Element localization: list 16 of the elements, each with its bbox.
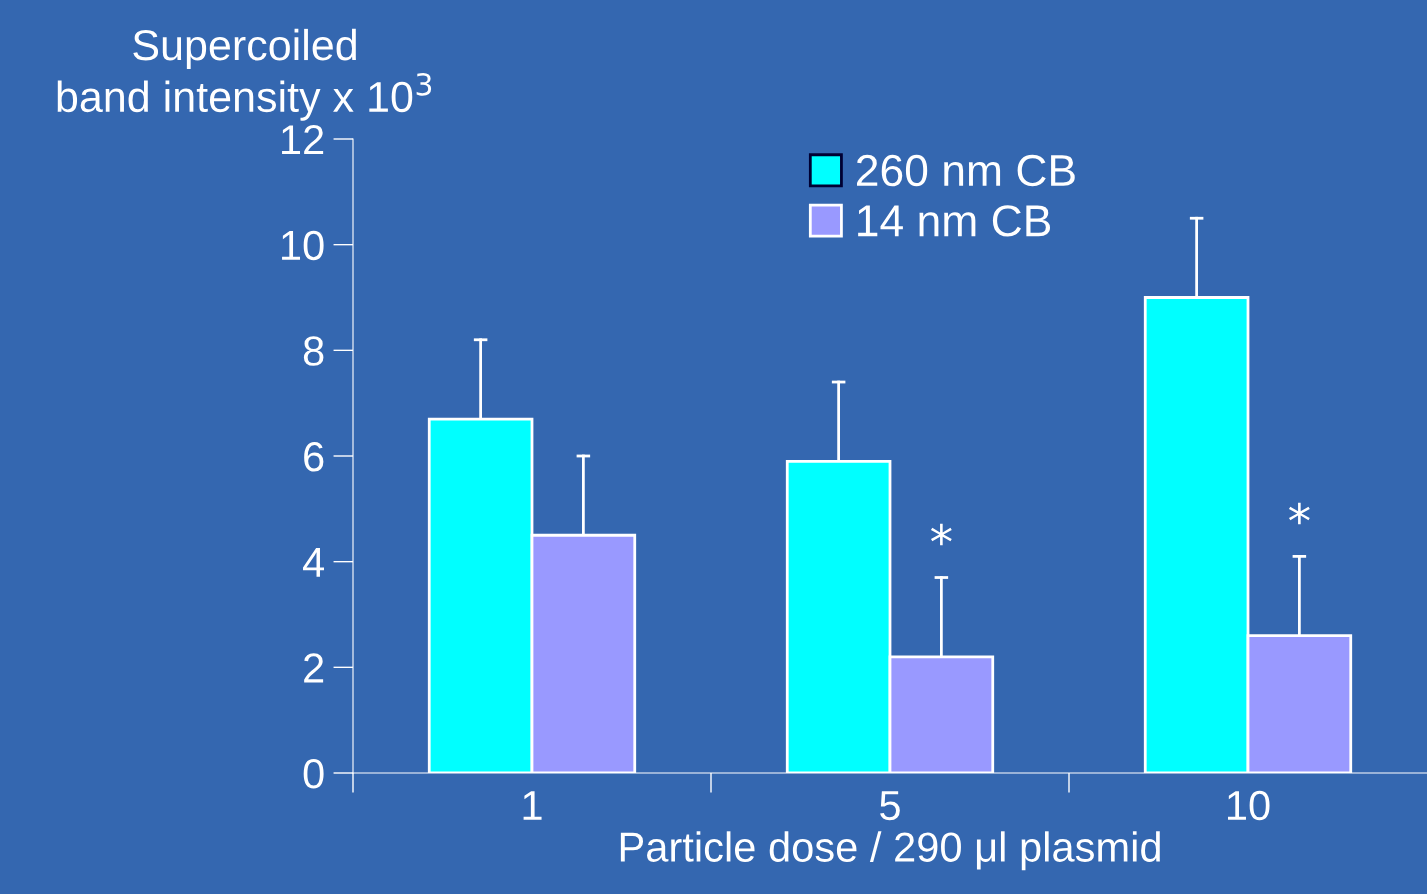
y-tick-label: 0 <box>303 759 324 789</box>
x-axis-title: Particle dose / 290 μl plasmid <box>620 831 1160 871</box>
annotation: * <box>1288 502 1310 525</box>
x-tick-label: 1 <box>523 791 542 820</box>
annotation: * <box>930 523 952 546</box>
legend-label: 14 nm CB <box>858 205 1051 237</box>
x-tick-label: 10 <box>1228 790 1270 821</box>
y-tick-label: 10 <box>282 230 324 261</box>
y-tick-label: 12 <box>282 125 324 155</box>
x-tick-label: 5 <box>880 791 900 821</box>
y-tick-label: 8 <box>303 336 324 366</box>
y-tick-label: 6 <box>304 442 324 472</box>
legend-label: 260 nm CB <box>857 154 1075 187</box>
y-axis-title: Supercoiled band intensity x 10$^{3}$ <box>57 28 432 121</box>
y-tick-label: 4 <box>303 548 324 577</box>
y-tick-label: 2 <box>304 653 324 683</box>
